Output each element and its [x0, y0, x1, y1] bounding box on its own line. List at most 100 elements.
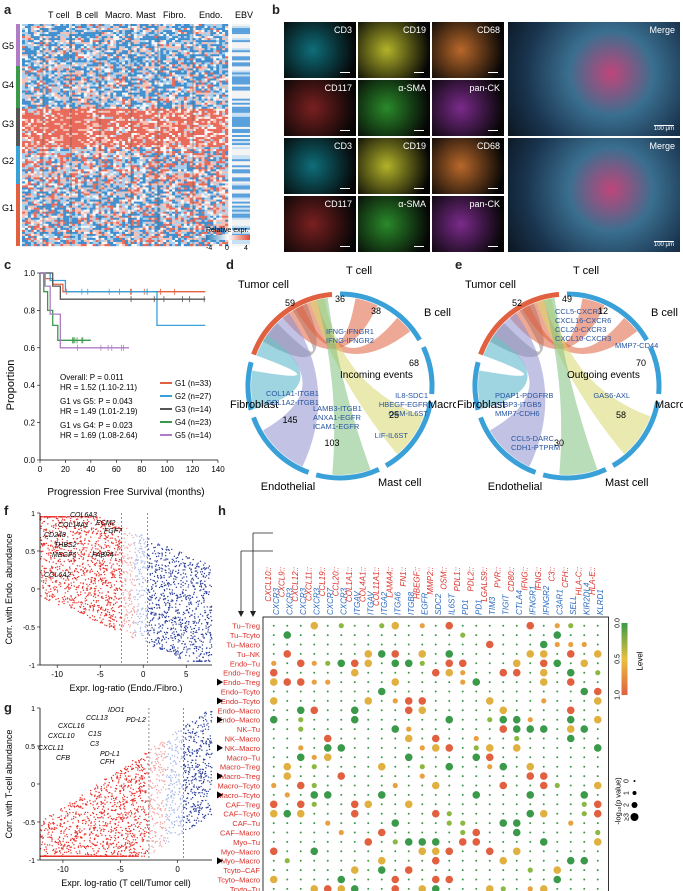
heatmap-cell — [195, 128, 199, 132]
heatmap-cell — [74, 54, 79, 57]
heatmap-cell — [119, 86, 123, 89]
heatmap-cell — [180, 28, 185, 31]
heatmap-cell — [216, 90, 220, 93]
heatmap-cell — [95, 159, 99, 162]
heatmap-cell — [175, 88, 179, 91]
heatmap-cell — [66, 28, 70, 31]
heatmap-cell — [119, 120, 123, 124]
heatmap-cell — [180, 66, 185, 69]
heatmap-cell — [130, 159, 135, 162]
heatmap-cell — [148, 34, 152, 37]
heatmap-cell — [66, 120, 70, 124]
heatmap-cell — [86, 149, 90, 152]
heatmap-cell — [110, 147, 114, 150]
heatmap-cell — [116, 64, 120, 67]
heatmap-cell — [86, 50, 90, 53]
heatmap-cell — [189, 120, 193, 124]
heatmap-cell — [219, 143, 223, 146]
heatmap-cell — [175, 72, 179, 75]
heatmap-cell — [110, 42, 114, 45]
heatmap-cell — [42, 167, 46, 170]
heatmap-cell — [207, 60, 211, 63]
heatmap-cell — [107, 78, 111, 81]
heatmap-cell — [183, 98, 187, 101]
heatmap-cell — [86, 80, 90, 83]
heatmap-cell — [145, 163, 149, 166]
heatmap-cell — [116, 68, 120, 71]
heatmap-cell — [74, 102, 79, 105]
heatmap-cell — [148, 32, 152, 35]
heatmap-cell — [42, 149, 46, 152]
heatmap-cell — [207, 124, 211, 128]
heatmap-cell — [42, 86, 46, 89]
heatmap-cell — [69, 139, 73, 142]
heatmap-cell — [177, 76, 182, 79]
heatmap-cell — [36, 84, 40, 87]
heatmap-cell — [48, 126, 52, 130]
heatmap-cell — [213, 82, 217, 85]
heatmap-cell — [83, 141, 87, 144]
heatmap-cell — [225, 92, 229, 95]
heatmap-cell — [160, 68, 164, 71]
heatmap-cell — [33, 112, 37, 116]
heatmap-cell — [122, 50, 126, 53]
heatmap-cell — [180, 132, 185, 136]
heatmap-cell — [42, 143, 46, 146]
heatmap-cell — [86, 74, 90, 77]
heatmap-cell — [195, 110, 199, 113]
heatmap-cell — [130, 44, 135, 47]
heatmap-cell — [195, 98, 199, 101]
heatmap-cell — [63, 120, 67, 124]
heatmap-cell — [54, 112, 58, 116]
heatmap-cell — [145, 132, 149, 136]
heatmap-cell — [201, 143, 205, 146]
heatmap-cell — [127, 126, 132, 130]
heatmap-cell — [95, 106, 99, 109]
heatmap-cell — [101, 62, 105, 65]
heatmap-cell — [60, 130, 64, 134]
heatmap-cell — [192, 155, 196, 158]
heatmap-cell — [148, 126, 152, 130]
heatmap-cell — [175, 30, 179, 33]
heatmap-cell — [72, 130, 76, 134]
heatmap-cell — [145, 159, 149, 162]
heatmap-cell — [157, 62, 161, 65]
heatmap-cell — [172, 58, 176, 61]
heatmap-cell — [86, 132, 90, 136]
heatmap-cell — [175, 149, 179, 152]
heatmap-cell — [207, 135, 211, 138]
heatmap-cell — [83, 74, 87, 77]
heatmap-cell — [122, 64, 126, 67]
heatmap-cell — [148, 159, 152, 162]
heatmap-cell — [69, 98, 73, 101]
heatmap-cell — [116, 90, 120, 93]
heatmap-cell — [189, 78, 193, 81]
heatmap-cell — [104, 143, 108, 146]
heatmap-cell — [83, 135, 87, 138]
heatmap-cell — [192, 26, 196, 29]
heatmap-cell — [154, 52, 158, 55]
heatmap-cell — [110, 66, 114, 69]
heatmap-cell — [198, 34, 202, 37]
heatmap-cell — [83, 130, 87, 134]
heatmap-cell — [107, 118, 111, 122]
heatmap-cell — [30, 68, 34, 71]
heatmap-cell — [33, 118, 37, 122]
heatmap-cell — [45, 149, 49, 152]
heatmap-cell — [45, 90, 49, 93]
heatmap-cell — [142, 66, 146, 69]
heatmap-cell — [180, 106, 185, 109]
heatmap-cell — [145, 98, 149, 101]
heatmap-cell — [89, 161, 93, 164]
heatmap-cell — [101, 60, 105, 63]
heatmap-cell — [74, 165, 79, 168]
heatmap-cell — [219, 141, 223, 144]
heatmap-cell — [51, 82, 55, 85]
heatmap-cell — [63, 54, 67, 57]
heatmap-cell — [92, 92, 96, 95]
heatmap-cell — [175, 135, 179, 138]
heatmap-cell — [172, 74, 176, 77]
heatmap-cell — [89, 40, 93, 43]
heatmap-cell — [101, 112, 105, 116]
heatmap-cell — [145, 84, 149, 87]
